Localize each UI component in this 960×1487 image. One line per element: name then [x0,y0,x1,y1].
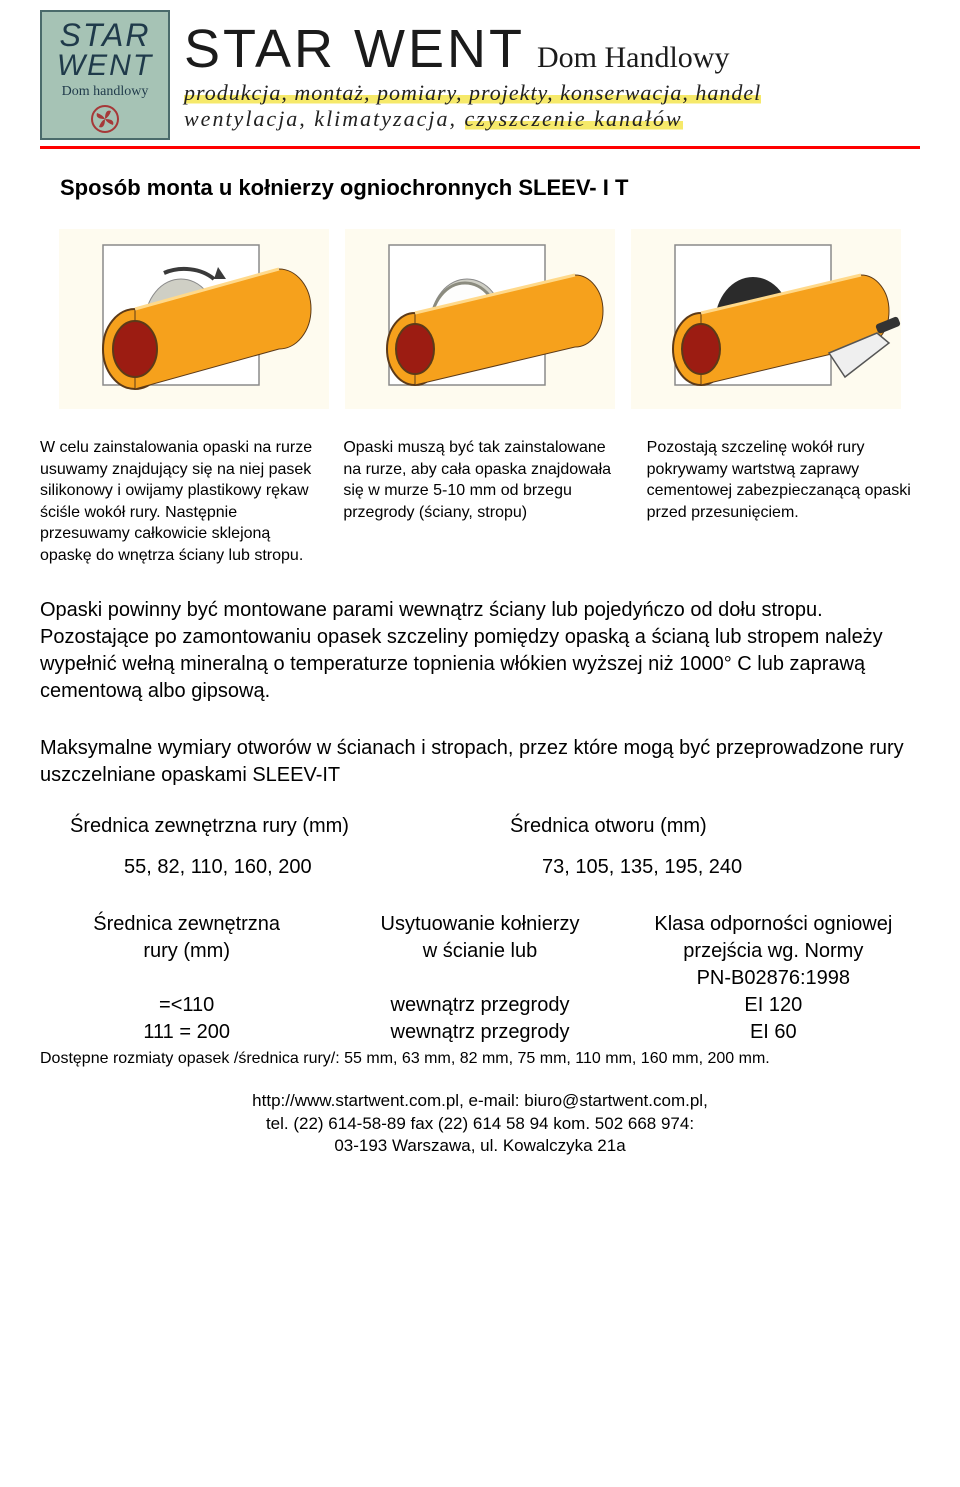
col3-header-c: PN-B02876:1998 [627,965,920,992]
brand-line: STAR WENT Dom Handlowy [184,18,761,80]
fan-icon [91,105,119,137]
tagline-1: produkcja, montaż, pomiary, projekty, ko… [184,80,761,105]
logo-text-star: STAR [60,19,151,51]
fire-class-table: Średnica zewnętrzna Usytuowanie kołnierz… [40,911,920,1046]
row2-col1: 111 = 200 [40,1019,333,1046]
header-text: STAR WENT Dom Handlowy produkcja, montaż,… [184,18,761,132]
footer-line-2: tel. (22) 614-58-89 fax (22) 614 58 94 k… [40,1113,920,1136]
col1-header-a: Średnica zewnętrzna [40,911,333,938]
step-3-text: Pozostają szczelinę wokół rury pokrywamy… [647,437,920,567]
footer-line-1: http://www.startwent.com.pl, e-mail: biu… [40,1090,920,1113]
spec-hole-header: Średnica otworu (mm) [510,815,920,838]
illustration-step-2 [345,229,615,409]
row2-col3: EI 60 [627,1019,920,1046]
step-1-text: W celu zainstalowania opaski na rurze us… [40,437,313,567]
step-descriptions: W celu zainstalowania opaski na rurze us… [40,437,920,567]
illustration-step-3 [631,229,901,409]
footer-line-3: 03-193 Warszawa, ul. Kowalczyka 21a [40,1135,920,1158]
row1-col2: wewnątrz przegrody [333,992,626,1019]
col2-header-a: Usytuowanie kołnierzy [333,911,626,938]
page-title: Sposób monta u kołnierzy ogniochronnych … [60,175,920,201]
available-sizes: Dostępne rozmiaty opasek /średnica rury/… [40,1050,920,1068]
specs-block: Średnica zewnętrzna rury (mm) Średnica o… [40,815,920,879]
step-2-text: Opaski muszą być tak zainstalowane na ru… [343,437,616,567]
header: STAR WENT Dom handlowy STAR WENT Dom Hand… [40,10,920,149]
paragraph-2: Maksymalne wymiary otworów w ścianach i … [40,735,920,789]
illustration-row [40,229,920,409]
paragraph-1: Opaski powinny być montowane parami wewn… [40,597,920,705]
brand-suffix: Dom Handlowy [537,41,729,74]
logo-subtext: Dom handlowy [62,85,149,99]
col2-header-b: w ścianie lub [333,938,626,965]
col1-header-b: rury (mm) [40,938,333,965]
logo-text-went: WENT [57,51,153,81]
spec-pipe-header: Średnica zewnętrzna rury (mm) [70,815,480,838]
brand-name: STAR WENT [184,19,525,79]
tagline-2-highlight: czyszczenie kanałów [465,106,683,131]
logo: STAR WENT Dom handlowy [40,10,170,140]
row1-col1: =<110 [40,992,333,1019]
tagline-2-plain: wentylacja, klimatyzacja, [184,106,465,131]
illustration-step-1 [59,229,329,409]
footer: http://www.startwent.com.pl, e-mail: biu… [40,1090,920,1159]
spec-hole-values: 73, 105, 135, 195, 240 [542,856,920,879]
spec-pipe-values: 55, 82, 110, 160, 200 [124,856,502,879]
row2-col2: wewnątrz przegrody [333,1019,626,1046]
row1-col3: EI 120 [627,992,920,1019]
col3-header-b: przejścia wg. Normy [627,938,920,965]
tagline-2: wentylacja, klimatyzacja, czyszczenie ka… [184,106,761,132]
col3-header-a: Klasa odporności ogniowej [627,911,920,938]
